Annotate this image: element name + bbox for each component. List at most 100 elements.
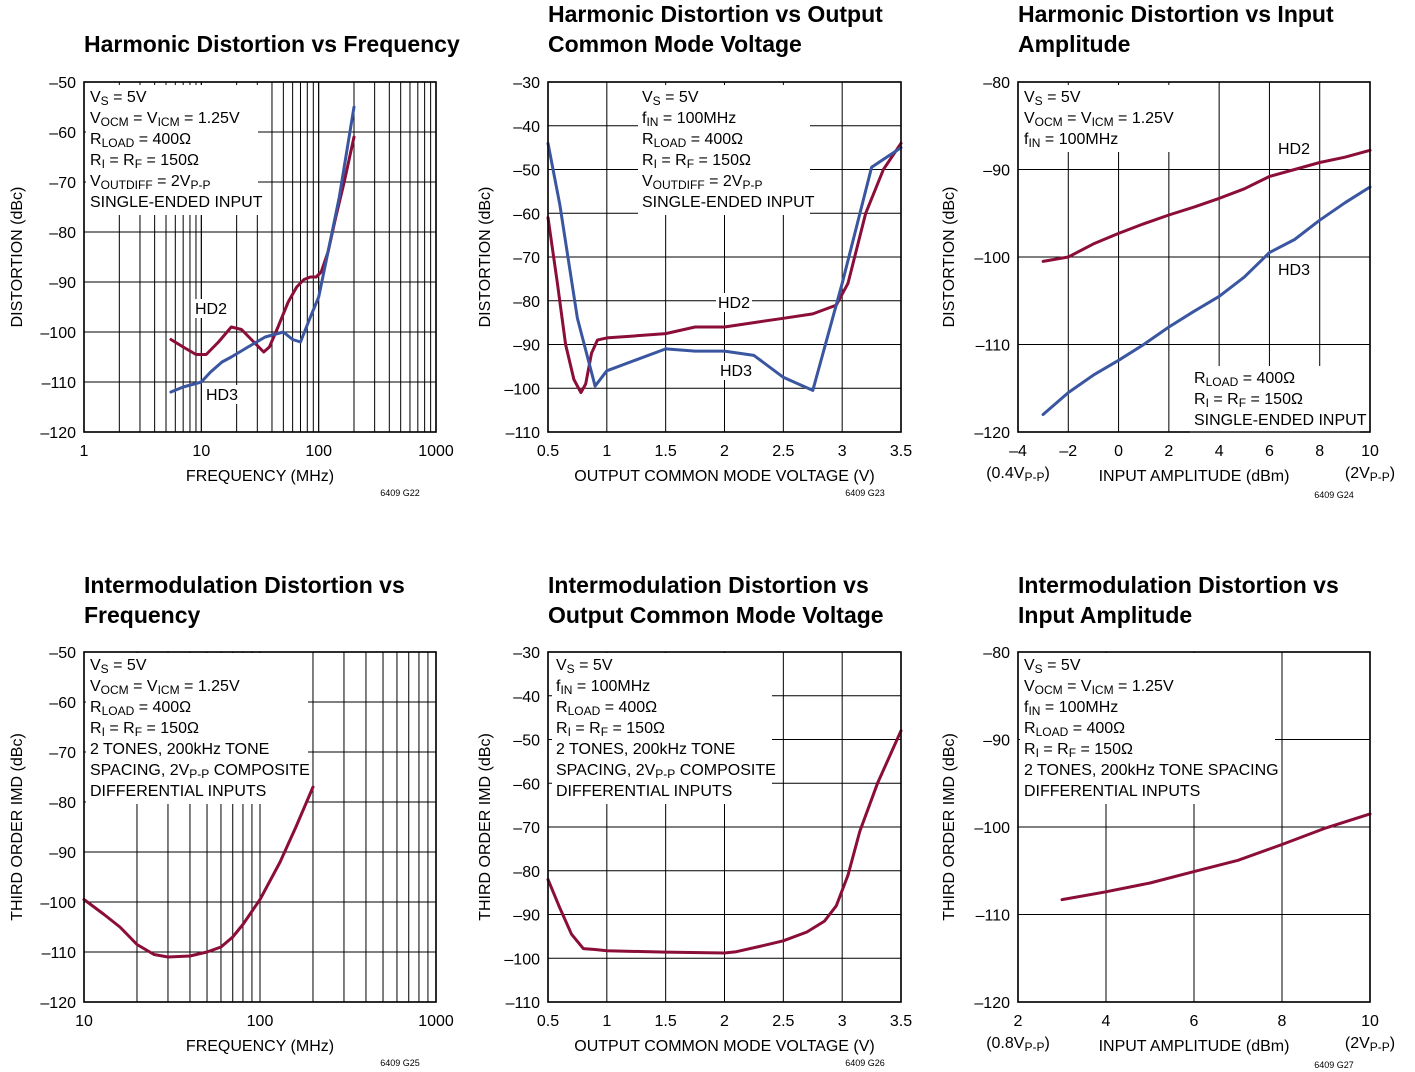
note-background [1020, 85, 1185, 152]
condition-line: RI = RF = 150Ω [90, 720, 199, 739]
y-tick-label: –30 [513, 75, 540, 92]
chart-g27: Intermodulation Distortion vs Input Ampli… [941, 572, 1395, 1070]
chart-title: Intermodulation Distortion vs [84, 572, 405, 598]
condition-line: VS = 5V [90, 657, 147, 676]
condition-line: SPACING, 2VP-P COMPOSITE [556, 762, 776, 781]
series-line-imd [82, 785, 315, 959]
x-tick-label: 2.5 [772, 1013, 794, 1030]
x-axis-label: FREQUENCY (MHz) [186, 468, 334, 485]
y-axis-label: DISTORTION (dBc) [477, 187, 494, 328]
y-tick-label: –70 [513, 250, 540, 267]
y-tick-label: –80 [49, 225, 76, 242]
plot-frame-top [1017, 651, 1371, 1003]
condition-line: RLOAD = 400Ω [642, 131, 743, 150]
y-axis-label: DISTORTION (dBc) [941, 187, 958, 328]
condition-line: SPACING, 2VP-P COMPOSITE [90, 762, 310, 781]
x-tick-label: 8 [1315, 443, 1324, 460]
x-tick-label: 2 [720, 1013, 729, 1030]
condition-line: DIFFERENTIAL INPUTS [556, 783, 732, 800]
y-tick-label: –90 [49, 275, 76, 292]
x-tick-label: 3 [838, 443, 847, 460]
y-tick-label: –80 [983, 75, 1010, 92]
chart-title: Harmonic Distortion vs Frequency [84, 31, 460, 57]
condition-line: SINGLE-ENDED INPUT [1194, 412, 1367, 429]
y-tick-label: –50 [513, 733, 540, 750]
y-tick-label: –60 [49, 695, 76, 712]
y-tick-label: –90 [983, 733, 1010, 750]
condition-line: VS = 5V [1024, 89, 1081, 108]
x-axis-label: FREQUENCY (MHz) [186, 1038, 334, 1055]
y-tick-label: –90 [513, 338, 540, 355]
condition-line: 2 TONES, 200kHz TONE [556, 741, 735, 758]
note-background [86, 85, 258, 215]
plot-frame-top [1017, 81, 1371, 433]
x-sub-label-left: (0.4VP-P) [986, 465, 1050, 484]
annotation-background [718, 361, 754, 380]
series-line-hd3 [169, 105, 356, 394]
series-annotation-hd3: HD3 [1278, 262, 1310, 279]
x-tick-label: 10 [75, 1013, 93, 1030]
condition-line: RLOAD = 400Ω [1194, 370, 1295, 389]
condition-line: RLOAD = 400Ω [90, 699, 191, 718]
y-tick-label: –110 [506, 995, 541, 1012]
x-tick-label: 6 [1265, 443, 1274, 460]
figure-code: 6409 G23 [845, 488, 885, 498]
chart-g24: Harmonic Distortion vs Input Amplitude VS … [941, 1, 1395, 500]
chart-g25: Intermodulation Distortion vs Frequency VS… [9, 572, 454, 1068]
x-tick-label: 10 [1361, 443, 1379, 460]
series-line-hd3 [546, 141, 903, 392]
condition-line: DIFFERENTIAL INPUTS [90, 783, 266, 800]
condition-line: VS = 5V [90, 89, 147, 108]
y-tick-label: –80 [49, 795, 76, 812]
chart-title: Output Common Mode Voltage [548, 602, 884, 628]
x-tick-label: 2 [1164, 443, 1173, 460]
x-tick-label: 1000 [418, 443, 454, 460]
series-line-hd3 [1041, 185, 1372, 416]
figure-code: 6409 G25 [380, 1058, 420, 1068]
y-tick-label: –70 [49, 175, 76, 192]
condition-line: VS = 5V [642, 89, 699, 108]
condition-line: RI = RF = 150Ω [556, 720, 665, 739]
x-tick-label: –4 [1009, 443, 1027, 460]
y-tick-label: –100 [974, 250, 1010, 267]
x-axis-label: INPUT AMPLITUDE (dBm) [1099, 1038, 1290, 1055]
x-tick-label: 4 [1102, 1013, 1111, 1030]
x-tick-label: 6 [1190, 1013, 1199, 1030]
plot-frame-top [83, 81, 437, 433]
x-tick-label: 1000 [418, 1013, 454, 1030]
y-tick-label: –110 [506, 425, 541, 442]
x-axis-label: INPUT AMPLITUDE (dBm) [1099, 468, 1290, 485]
annotation-background [1276, 139, 1312, 158]
condition-line: VOCM = VICM = 1.25V [90, 678, 240, 697]
condition-line: RLOAD = 400Ω [90, 131, 191, 150]
y-tick-label: –100 [40, 325, 76, 342]
y-tick-label: –30 [513, 645, 540, 662]
condition-line: RI = RF = 150Ω [1024, 741, 1133, 760]
y-tick-label: –110 [42, 375, 77, 392]
y-tick-label: –50 [513, 163, 540, 180]
y-tick-label: –120 [974, 995, 1010, 1012]
condition-line: VS = 5V [1024, 657, 1081, 676]
y-tick-label: –40 [513, 689, 540, 706]
chart-title: Harmonic Distortion vs Input [1018, 1, 1334, 27]
y-axis-label: THIRD ORDER IMD (dBc) [941, 733, 958, 921]
x-tick-label: 1 [80, 443, 89, 460]
condition-line: fIN = 100MHz [1024, 131, 1118, 150]
chart-g26: Intermodulation Distortion vs Output Comm… [477, 572, 912, 1068]
condition-line: VOCM = VICM = 1.25V [1024, 678, 1174, 697]
y-tick-label: –80 [983, 645, 1010, 662]
annotation-background [204, 385, 240, 404]
plot-frame-top [547, 81, 902, 433]
x-tick-label: 1.5 [655, 1013, 677, 1030]
y-axis-label: DISTORTION (dBc) [9, 187, 26, 328]
y-tick-label: –100 [974, 820, 1010, 837]
x-sub-label-right: (2VP-P) [1345, 465, 1395, 484]
x-tick-label: 2.5 [772, 443, 794, 460]
x-tick-label: –2 [1059, 443, 1077, 460]
x-tick-label: 2 [720, 443, 729, 460]
y-tick-label: –90 [983, 163, 1010, 180]
x-tick-label: 4 [1215, 443, 1224, 460]
y-axis-label: THIRD ORDER IMD (dBc) [477, 733, 494, 921]
condition-line: RI = RF = 150Ω [642, 152, 751, 171]
chart-g22: Harmonic Distortion vs Frequency VS = 5V V… [9, 31, 460, 498]
